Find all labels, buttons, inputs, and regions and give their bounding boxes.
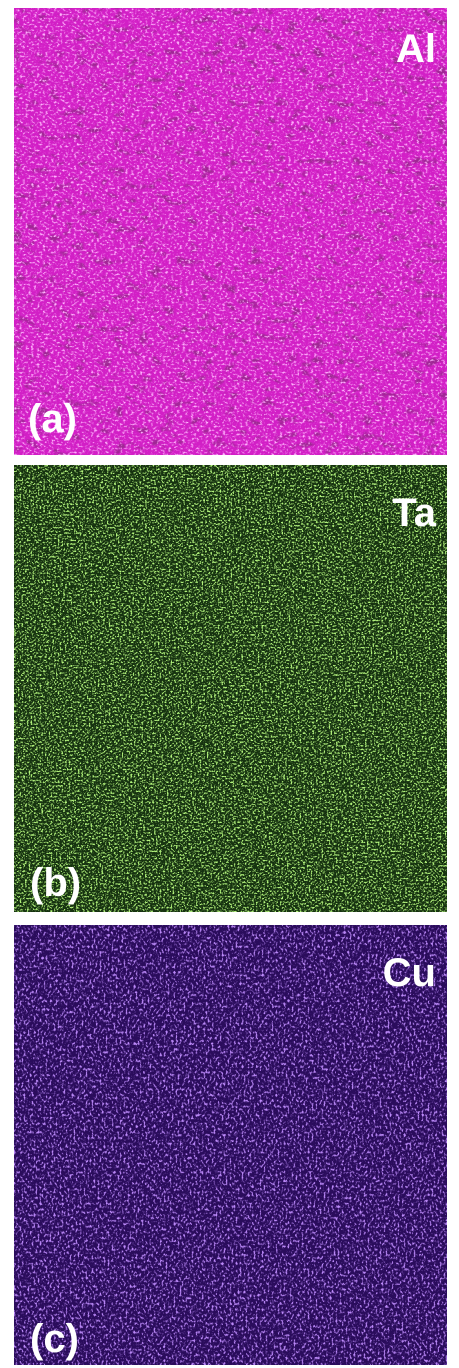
element-label: Ta xyxy=(392,491,436,535)
page: Al (a) Ta (b) Cu (c) (() => { const data… xyxy=(0,0,459,1368)
panel-label: (a) xyxy=(28,397,77,441)
panel-a: Al (a) xyxy=(14,8,447,455)
figure: Al (a) Ta (b) Cu (c) xyxy=(0,0,459,1368)
map-speckle xyxy=(14,465,447,912)
panel-label: (c) xyxy=(30,1317,79,1361)
panel-label: (b) xyxy=(30,861,81,905)
element-label: Al xyxy=(396,27,436,71)
panel-b: Ta (b) xyxy=(14,465,447,912)
element-label: Cu xyxy=(383,951,436,995)
panel-c: Cu (c) xyxy=(14,925,447,1365)
map-speckle xyxy=(14,8,447,455)
